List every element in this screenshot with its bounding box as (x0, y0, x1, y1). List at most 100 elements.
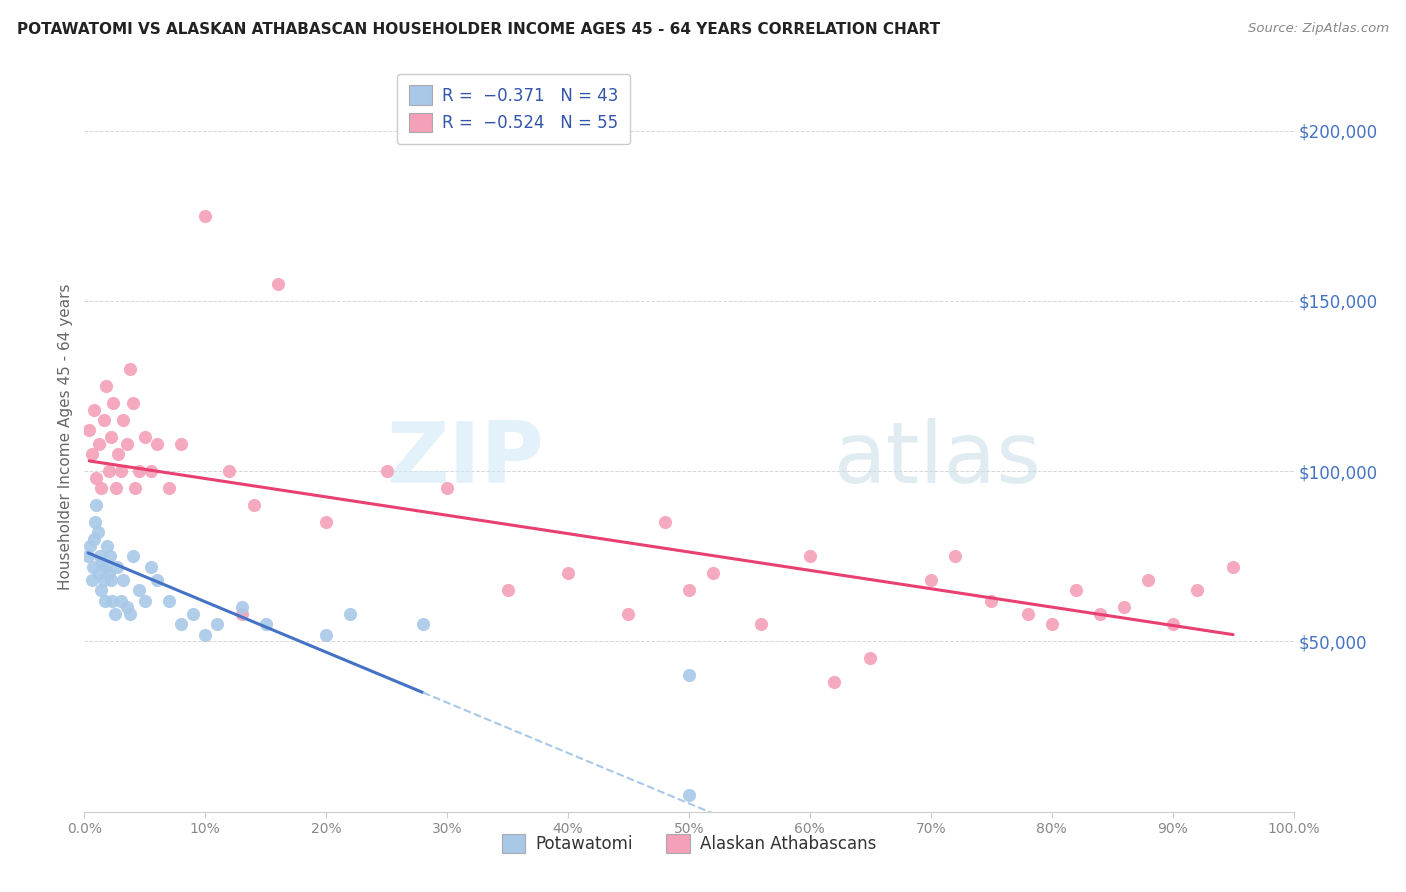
Text: atlas: atlas (834, 418, 1042, 501)
Point (1137, 573, 1160, 587)
Point (678, 583, 700, 598)
Point (146, 437, 169, 451)
Point (702, 566, 724, 581)
Point (1161, 617, 1184, 632)
Point (94, 559, 117, 574)
Point (110, 464, 132, 478)
Point (101, 593, 124, 607)
Point (115, 437, 138, 451)
Point (93, 413, 115, 427)
Point (98, 549, 121, 564)
Point (96, 539, 118, 553)
Point (170, 437, 193, 451)
Point (678, 668, 700, 682)
Point (859, 651, 882, 665)
Point (121, 396, 143, 410)
Point (823, 675, 845, 690)
Point (146, 573, 169, 587)
Point (100, 430, 122, 444)
Point (112, 573, 135, 587)
Point (1040, 617, 1063, 632)
Point (128, 583, 150, 598)
Point (267, 277, 290, 291)
Point (104, 607, 127, 622)
Point (97, 464, 120, 478)
Point (412, 617, 434, 632)
Point (83, 533, 105, 547)
Point (86, 525, 108, 540)
Point (194, 209, 217, 223)
Point (231, 600, 253, 615)
Y-axis label: Householder Income Ages 45 - 64 years: Householder Income Ages 45 - 64 years (58, 284, 73, 591)
Point (315, 515, 337, 529)
Point (105, 559, 128, 574)
Point (496, 583, 519, 598)
Point (617, 607, 640, 622)
Point (920, 573, 942, 587)
Point (231, 607, 253, 622)
Point (120, 607, 142, 622)
Text: POTAWATOMI VS ALASKAN ATHABASCAN HOUSEHOLDER INCOME AGES 45 - 64 YEARS CORRELATI: POTAWATOMI VS ALASKAN ATHABASCAN HOUSEHO… (17, 22, 941, 37)
Point (83, 402, 105, 417)
Point (678, 788, 700, 802)
Point (80, 447, 103, 461)
Point (104, 481, 127, 495)
Point (436, 481, 458, 495)
Point (134, 593, 156, 607)
Point (157, 593, 180, 607)
Point (124, 481, 146, 495)
Point (181, 607, 204, 622)
Point (77, 549, 100, 564)
Point (128, 464, 150, 478)
Point (1088, 607, 1111, 622)
Text: Source: ZipAtlas.com: Source: ZipAtlas.com (1249, 22, 1389, 36)
Point (100, 573, 122, 587)
Point (139, 464, 162, 478)
Point (1222, 559, 1244, 574)
Point (80, 573, 103, 587)
Point (1114, 600, 1136, 615)
Point (121, 549, 143, 564)
Point (84, 515, 107, 529)
Point (194, 627, 217, 641)
Point (77, 423, 100, 437)
Point (112, 413, 135, 427)
Point (107, 447, 129, 461)
Point (218, 464, 240, 478)
Point (375, 464, 398, 478)
Point (90, 481, 112, 495)
Point (654, 515, 676, 529)
Point (315, 627, 337, 641)
Point (87, 437, 110, 451)
Point (79, 539, 101, 553)
Point (110, 593, 132, 607)
Point (207, 617, 229, 632)
Point (86, 498, 108, 512)
Point (94, 379, 117, 393)
Point (1017, 607, 1039, 622)
Point (1185, 583, 1208, 598)
Point (943, 549, 966, 564)
Point (91, 556, 114, 570)
Point (89, 549, 111, 564)
Point (980, 593, 1002, 607)
Point (242, 498, 264, 512)
Point (90, 583, 112, 598)
Point (103, 396, 125, 410)
Point (120, 362, 142, 376)
Point (170, 617, 193, 632)
Text: ZIP: ZIP (387, 418, 544, 501)
Point (82, 559, 104, 574)
Point (751, 617, 773, 632)
Point (557, 566, 579, 581)
Point (139, 559, 162, 574)
Point (157, 481, 180, 495)
Point (86, 471, 108, 485)
Point (1064, 583, 1087, 598)
Point (97, 566, 120, 581)
Point (93, 573, 115, 587)
Point (254, 617, 277, 632)
Point (799, 549, 821, 564)
Point (134, 430, 156, 444)
Point (339, 607, 361, 622)
